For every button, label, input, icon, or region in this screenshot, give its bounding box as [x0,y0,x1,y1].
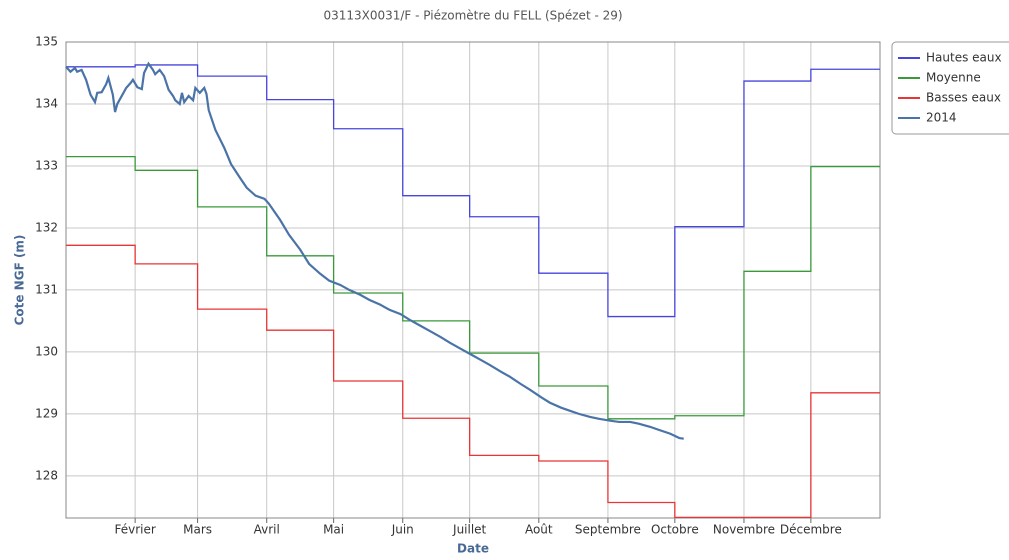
x-tick-label: Avril [254,523,280,537]
series-line [66,244,880,519]
x-tick-label: Novembre [713,523,775,537]
y-tick-label: 134 [35,96,58,110]
y-axis-label: Cote NGF (m) [13,235,27,326]
x-tick-label: Mai [323,523,344,537]
y-tick-label: 128 [35,468,58,482]
series-line [65,61,684,440]
legend-box [891,41,1009,135]
y-tick-label: 135 [35,35,58,49]
legend-label: Basses eaux [926,91,1001,105]
x-tick-label: Décembre [780,523,842,537]
y-tick-label: 132 [35,220,58,234]
y-tick-label: 130 [35,344,58,358]
series-line [66,64,880,318]
x-axis-label: Date [457,542,489,556]
chart-title: 03113X0031/F - Piézomètre du FELL (Spéze… [323,9,622,23]
x-tick-label: Juillet [452,523,487,537]
y-tick-label: 133 [35,158,58,172]
y-tick-label: 129 [35,406,58,420]
x-tick-label: Mars [183,523,212,537]
x-tick-label: Août [525,523,553,537]
legend-label: 2014 [926,111,957,125]
series-line [66,156,880,420]
x-tick-label: Juin [391,523,414,537]
x-tick-label: Février [114,523,155,537]
x-tick-label: Octobre [651,523,699,537]
y-tick-label: 131 [35,282,58,296]
legend-label: Hautes eaux [926,51,1002,65]
legend-label: Moyenne [926,71,981,85]
x-tick-label: Septembre [575,523,641,537]
plot-frame [65,41,881,519]
